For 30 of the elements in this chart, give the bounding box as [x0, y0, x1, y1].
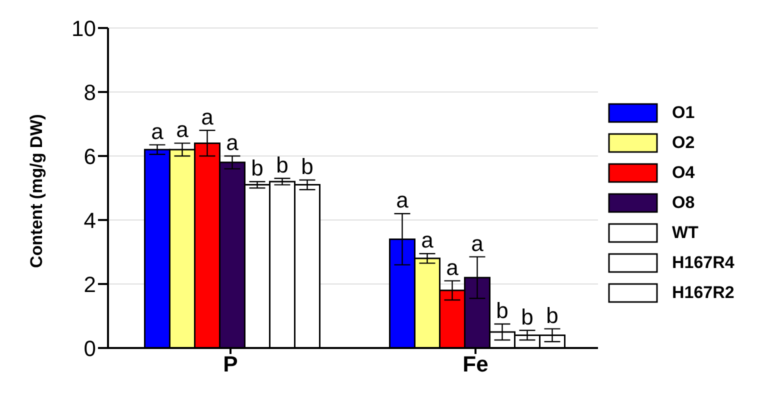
y-tick-label: 6 — [84, 144, 96, 169]
data-label: b — [251, 156, 264, 181]
y-axis-title: Content (mg/g DW) — [27, 114, 46, 268]
legend-label: O8 — [672, 193, 695, 213]
legend-label: H167R2 — [672, 283, 734, 303]
data-label: a — [396, 188, 410, 213]
legend-label: O1 — [672, 103, 695, 123]
data-label: b — [546, 302, 558, 328]
data-label: b — [301, 154, 314, 179]
data-label: a — [471, 230, 484, 256]
data-label: a — [201, 104, 214, 130]
data-label: a — [226, 130, 240, 155]
data-label: a — [151, 118, 164, 144]
y-tick-label: 4 — [84, 208, 96, 233]
data-label: a — [176, 117, 190, 142]
y-tick-label: 10 — [72, 16, 96, 41]
legend-label: WT — [672, 223, 698, 243]
data-label: b — [276, 152, 288, 178]
data-label: a — [421, 228, 434, 253]
y-tick-label: 0 — [84, 336, 96, 361]
data-label: b — [521, 304, 534, 330]
data-label: a — [446, 254, 460, 280]
x-tick-label: Fe — [462, 352, 488, 377]
x-tick-label: P — [223, 352, 238, 377]
legend-label: O2 — [672, 133, 695, 153]
y-tick-label: 2 — [84, 272, 96, 297]
legend-label: H167R4 — [672, 253, 734, 273]
data-label: b — [496, 298, 508, 323]
y-tick-label: 8 — [84, 80, 96, 105]
legend-label: O4 — [672, 163, 695, 183]
